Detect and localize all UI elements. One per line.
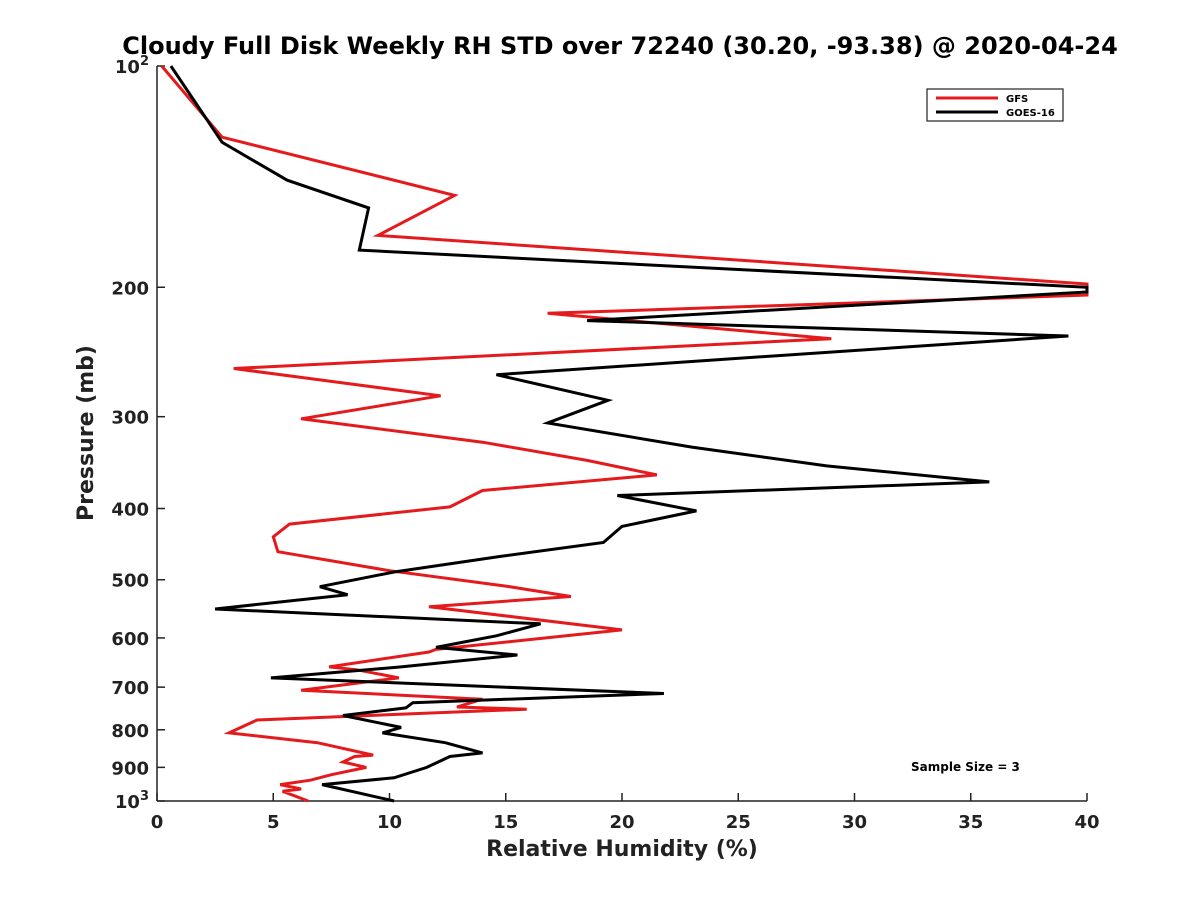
y-tick-label: 900 (111, 758, 149, 779)
x-tick-label: 35 (958, 812, 983, 833)
series-line-goes-16 (169, 65, 1089, 803)
series-line-gfs (160, 65, 1089, 803)
x-tick-label: 40 (1074, 812, 1099, 833)
y-tick-label: 103 (115, 789, 149, 813)
series-lines (160, 65, 1089, 803)
x-tick-label: 30 (842, 812, 867, 833)
y-tick-label: 500 (111, 571, 149, 592)
y-tick-label: 800 (111, 721, 149, 742)
y-axis-ticks: 102 200 300 400 500 600 700 800 900 103 (111, 54, 165, 813)
x-tick-label: 0 (151, 812, 164, 833)
x-tick-label: 5 (267, 812, 280, 833)
x-tick-label: 15 (493, 812, 518, 833)
legend-box (926, 88, 1064, 122)
y-tick-label: 102 (115, 54, 149, 78)
sample-size-annotation: Sample Size = 3 (911, 760, 1020, 774)
y-tick-label: 300 (111, 408, 149, 429)
x-tick-label: 10 (377, 812, 402, 833)
y-tick-label: 600 (111, 629, 149, 650)
x-axis-label: Relative Humidity (%) (486, 837, 758, 862)
y-tick-label: 700 (111, 678, 149, 699)
y-axis-label: Pressure (mb) (74, 345, 99, 521)
legend-label-gfs: GFS (1006, 94, 1028, 105)
x-axis-ticks: 0 5 10 15 20 25 30 35 40 (151, 793, 1100, 833)
y-tick-label: 400 (111, 500, 149, 521)
y-tick-label: 200 (111, 278, 149, 299)
x-tick-label: 20 (609, 812, 634, 833)
legend-label-goes-16: GOES-16 (1006, 108, 1055, 119)
x-tick-label: 25 (726, 812, 751, 833)
chart-title: Cloudy Full Disk Weekly RH STD over 7224… (122, 32, 1118, 60)
legend: GFS GOES-16 (926, 88, 1064, 122)
